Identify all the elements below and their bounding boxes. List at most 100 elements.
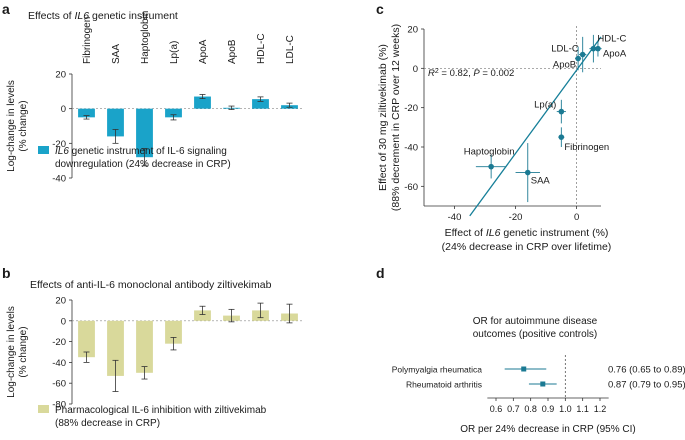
panel-d-x-tick-label: 0.9 (542, 404, 555, 414)
panel-d-row-label: Rheumatoid arthritis (406, 380, 482, 390)
panel-a-bar-lp-a- (165, 108, 182, 118)
panel-c-annotation-rest: = 0.82, (439, 68, 474, 79)
panel-c-xlabel-line2: (24% decrease in CRP over lifetime) (442, 241, 612, 253)
panel-b-y-tick-label: -60 (52, 379, 66, 390)
panel-label-c: c (376, 1, 384, 17)
panel-b-y-tick-label: 20 (55, 296, 66, 307)
panel-a-bar-apoa (194, 96, 211, 109)
panel-c-point-label: Haptoglobin (464, 147, 515, 158)
panel-c-point-label: ApoB (553, 60, 576, 71)
panel-a-category-label: LDL-C (285, 35, 296, 64)
panel-a-y-tick-label: 0 (61, 104, 66, 115)
panel-b-y-tick-label: -20 (52, 337, 66, 348)
panel-c-point-fibrinogen (558, 134, 565, 140)
panel-c-point-label: HDL-C (597, 34, 626, 45)
panel-c-annotation: R2 = 0.82, P = 0.002 (428, 68, 514, 80)
panel-a-title-italic: IL6 (75, 10, 90, 22)
panel-a-bar-haptoglobin (136, 108, 153, 158)
panel-a-category-label: ApoB (227, 39, 238, 64)
panel-a-legend-line1: IL6 genetic instrument of IL-6 signaling (55, 146, 227, 157)
panel-b-bar-apoa (194, 310, 211, 321)
panel-c-point-label: Fibrinogen (564, 142, 609, 153)
panel-c-y-tick-label: -60 (404, 182, 418, 193)
panel-a-legend-line2: downregulation (24% decrease in CRP) (55, 159, 231, 170)
panel-d-x-tick-label: 1.0 (559, 404, 572, 414)
panel-d-x-tick-label: 0.7 (507, 404, 520, 414)
panel-c-x-tick-label: 0 (574, 212, 579, 223)
panel-d-or-marker (540, 381, 546, 387)
panel-b-bar-lp-a- (165, 320, 182, 344)
panel-c-annotation-r: R (428, 68, 435, 79)
panel-b-y-tick-label: -40 (52, 358, 66, 369)
panel-a-y-tick-label: -20 (52, 139, 66, 150)
panel-d-x-tick-label: 1.2 (594, 404, 607, 414)
panel-c-point-saa (524, 169, 531, 176)
panel-c-point-lp-a- (558, 108, 565, 115)
panel-d-x-tick-label: 1.1 (576, 404, 589, 414)
panel-c-y-tick-label: 20 (407, 25, 418, 36)
panel-a-legend-swatch (38, 146, 49, 154)
panel-c-point-label: SAA (531, 176, 551, 187)
panel-c-x-tick-label: -40 (448, 212, 462, 223)
panel-a-title: Effects of IL6 genetic instrument (28, 10, 178, 22)
panel-a-ylabel-line2: (% change) (18, 100, 29, 151)
panel-b-bar-haptoglobin (136, 320, 153, 373)
panel-a-title-suffix: genetic instrument (89, 10, 178, 22)
panel-a-bar-fibrinogen (78, 108, 95, 118)
panel-label-a: a (2, 1, 10, 17)
panel-c-point-ldl-c (579, 51, 586, 58)
panel-a-bar-saa (107, 108, 124, 137)
panel-c-ylabel-line2: (88% decrement in CRP over 12 weeks) (390, 24, 402, 211)
panel-d-row-value: 0.87 (0.79 to 0.95) (608, 380, 685, 391)
panel-c-point-apoa (595, 45, 601, 52)
panel-b-legend-swatch (38, 405, 49, 413)
panel-b-ylabel-line2: (% change) (18, 326, 29, 377)
panel-a-category-label: Lp(a) (169, 41, 180, 64)
panel-b-y-tick-label: 0 (61, 316, 66, 327)
panel-a-legend-italic: IL6 (55, 146, 69, 157)
panel-a-ylabel-line1: Log-change in levels (6, 80, 17, 172)
panel-a-legend-rest: genetic instrument of IL-6 signaling (69, 146, 227, 157)
panel-c-x-tick-label: -20 (509, 212, 523, 223)
panel-c-y-tick-label: 0 (413, 64, 418, 75)
panel-b-chart: 20 0 -20 -40 -60 -80 Log-change in levels (% ch… (6, 296, 304, 429)
panel-c-annotation-pval: = 0.002 (480, 68, 515, 79)
panel-d-row-label: Polymyalgia rheumatica (392, 365, 483, 375)
panel-b-y-tick-label: -80 (52, 400, 66, 411)
panel-c-xlabel-line1: Effect of IL6 genetic instrument (%) (445, 227, 609, 239)
panel-c-annotation-sup: 2 (435, 68, 439, 75)
panel-d-x-tick-label: 0.8 (524, 404, 537, 414)
panel-c-fit-line (469, 36, 602, 217)
panel-c-point-hdl-c (590, 45, 597, 52)
panel-b-bar-fibrinogen (78, 320, 95, 358)
panel-c-chart: 20 0 -20 -40 -60 -40 -20 0 HDL-C ApoA LDL-C ApoB Lp(… (377, 24, 627, 253)
panel-c-point-apob (575, 55, 581, 62)
panel-d-chart: OR for autoimmune disease outcomes (posit… (392, 316, 685, 435)
panel-a-title-prefix: Effects of (28, 10, 75, 22)
panel-b-bar-saa (107, 320, 124, 376)
panel-a-bar-hdl-c (252, 99, 269, 109)
panel-a-category-label: SAA (111, 44, 122, 64)
panel-d-xlabel: OR per 24% decrease in CRP (95% CI) (460, 424, 635, 435)
panel-a-y-tick-label: 20 (55, 70, 66, 81)
panel-c-point-haptoglobin (488, 163, 494, 170)
panel-label-b: b (2, 265, 11, 281)
panel-b-legend-line2: (88% decrease in CRP) (55, 418, 160, 429)
panel-a-category-label: Fibrinogen (82, 17, 93, 64)
panel-label-d: d (376, 265, 385, 281)
panel-d-x-tick-label: 0.6 (490, 404, 503, 414)
panel-a-category-label: ApoA (198, 39, 209, 64)
panel-a-chart: 20 0 -20 -40 Fibrinogen SAA Haptoglobin Lp(a) Ap… (6, 11, 304, 185)
panel-b-legend-line1: Pharmacological IL-6 inhibition with zil… (55, 405, 267, 416)
panel-c-point-label: Lp(a) (534, 100, 556, 111)
panel-c-point-label: LDL-C (551, 44, 579, 55)
panel-c-y-tick-label: -20 (404, 103, 418, 114)
panel-b-title: Effects of anti-IL-6 monoclonal antibody… (30, 279, 272, 291)
panel-c-xlabel-prefix: Effect of (445, 227, 486, 239)
panel-b-ylabel-line1: Log-change in levels (6, 306, 17, 398)
panel-d-title-line1: OR for autoimmune disease (473, 316, 598, 327)
panel-c-xlabel-italic: IL6 (486, 227, 501, 239)
panel-c-ylabel-line1: Effect of 30 mg ziltivekimab (%) (377, 44, 389, 191)
panel-c-annotation-p: P (473, 68, 480, 79)
